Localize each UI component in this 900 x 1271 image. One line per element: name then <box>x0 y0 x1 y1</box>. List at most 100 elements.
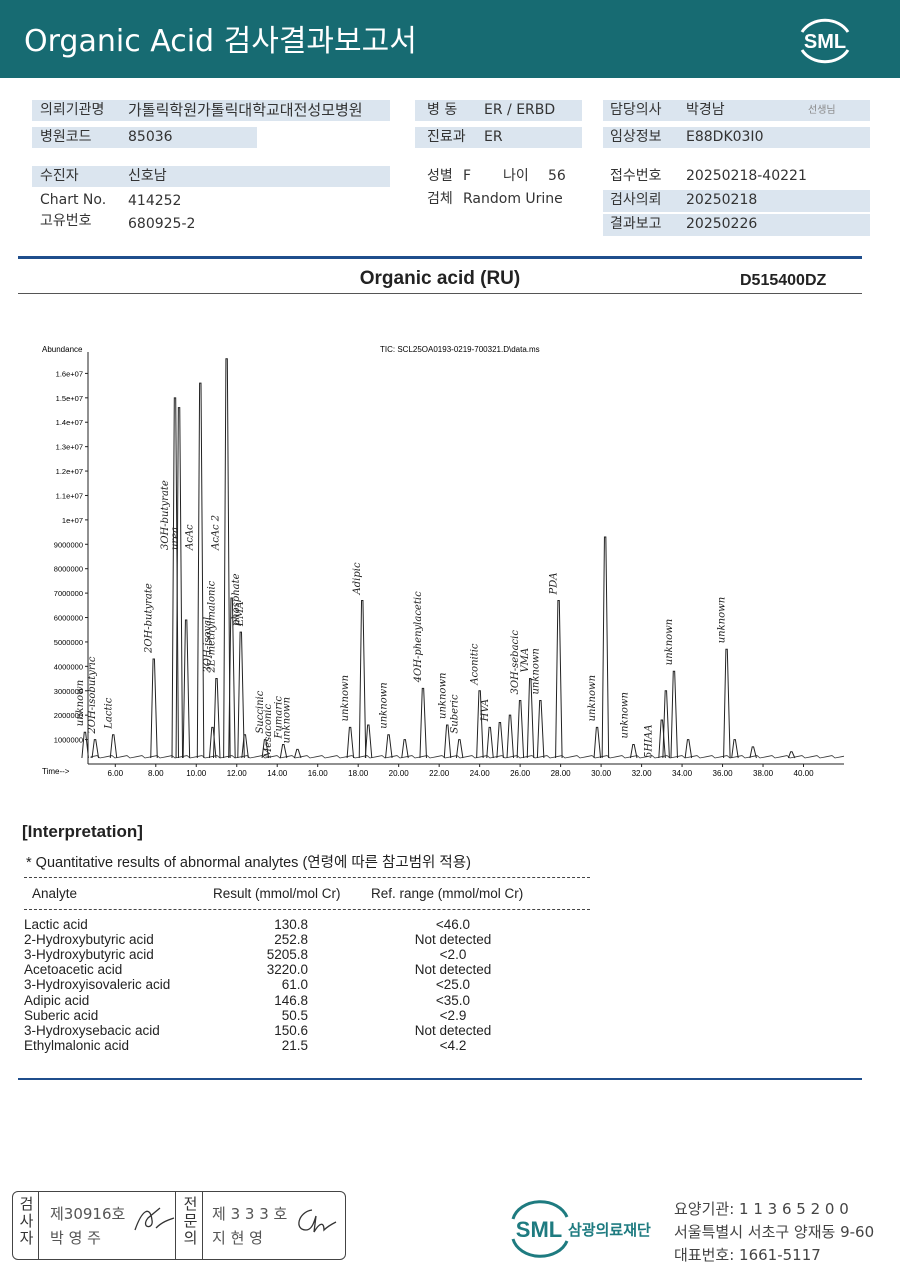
annotation: 3OH-sebacic <box>510 630 521 695</box>
annotation: Succinic <box>255 690 266 733</box>
peak <box>526 678 535 759</box>
peak <box>293 748 302 759</box>
annotation: VMA <box>520 648 531 673</box>
result: 150.6 <box>274 1022 308 1038</box>
x-tick-label: 16.00 <box>308 769 329 778</box>
peak <box>261 739 270 759</box>
annotation: 2OH-isobutyric <box>87 656 98 734</box>
field-label: 결과보고 <box>610 216 662 232</box>
specialist-no: 제 3 3 3 호 <box>212 1205 288 1223</box>
annotation: Lactic <box>103 697 114 729</box>
peak <box>358 599 367 759</box>
field-label: 임상정보 <box>610 129 662 145</box>
y-tick-label: 1.6e+07 <box>56 369 83 378</box>
field-label: 나이 <box>503 168 529 184</box>
annotation: unknown <box>437 673 448 719</box>
field-value: F <box>463 168 472 184</box>
peak <box>91 739 100 759</box>
y-tick-label: 1.1e+07 <box>56 491 83 500</box>
result: 21.5 <box>281 1037 308 1053</box>
annotation: unknown <box>587 675 598 721</box>
specialist-label: 전문의 <box>181 1196 199 1247</box>
analyte: 2-Hydroxybutyric acid <box>24 932 154 948</box>
analyte: Acetoacetic acid <box>24 962 123 978</box>
info-box <box>603 190 870 212</box>
peak <box>279 743 288 759</box>
ref-range: <35.0 <box>435 992 471 1008</box>
info-box <box>415 127 582 148</box>
annotation: PDA <box>549 572 560 595</box>
annotation: unknown <box>530 648 541 694</box>
ref-range: <25.0 <box>435 977 471 993</box>
info-box <box>32 127 257 148</box>
col-header: Ref. range (mmol/mol Cr) <box>371 886 524 901</box>
logo-text: SML <box>516 1217 562 1242</box>
field-value: ER <box>484 129 503 145</box>
x-tick-label: 32.00 <box>632 769 653 778</box>
x-tick-label: 20.00 <box>389 769 410 778</box>
annotation: unknown <box>717 597 728 643</box>
field-label: 성별 <box>427 168 453 184</box>
peak <box>150 658 158 759</box>
y-tick-label: 4000000 <box>54 662 83 671</box>
field-label: 검사의뢰 <box>610 192 662 208</box>
annotation: 3OH-isoval <box>202 617 213 673</box>
peak <box>237 631 245 759</box>
annotation: AcAc <box>184 524 195 551</box>
divider <box>38 1191 39 1260</box>
section-rule <box>18 1078 862 1080</box>
peak <box>443 724 452 759</box>
annotation: phosphate <box>231 573 242 626</box>
signature-box <box>12 1191 346 1260</box>
peak <box>536 700 545 759</box>
field-value: 20250226 <box>686 216 758 232</box>
ref-range: Not detected <box>414 962 492 978</box>
result: 130.8 <box>274 917 308 932</box>
field-label: 고유번호 <box>40 213 92 229</box>
annotation: 4OH-phenylacetic <box>413 591 424 683</box>
x-tick-label: 36.00 <box>713 769 734 778</box>
peak <box>555 599 563 759</box>
y-tick-label: 1000000 <box>54 736 83 745</box>
ref-range: <46.0 <box>435 917 471 932</box>
peak <box>182 619 191 759</box>
annotation: unknown <box>379 682 390 728</box>
field-label: 진료과 <box>427 129 466 145</box>
field-value: 56 <box>548 168 566 184</box>
org-name: 삼광의료재단 <box>568 1221 651 1239</box>
peak <box>346 726 355 759</box>
peak <box>196 382 205 759</box>
analyte: 3-Hydroxyisovaleric acid <box>24 977 171 993</box>
x-tick-label: 24.00 <box>470 769 491 778</box>
field-label: 병 동 <box>427 102 458 118</box>
analyte: Adipic acid <box>24 992 90 1008</box>
peak <box>175 407 184 759</box>
y-tick-label: 1.5e+07 <box>56 394 83 403</box>
col-header: Analyte <box>32 886 78 901</box>
annotation: 3OH-butyrate <box>160 480 171 550</box>
peak <box>749 746 757 759</box>
header-bar <box>0 0 900 78</box>
ref-range: Not detected <box>414 932 492 948</box>
ref-range: <2.9 <box>439 1007 467 1023</box>
result: 3220.0 <box>266 962 308 978</box>
chromatogram-title: TIC: SCL25OA0193-0219-700321.D\data.ms <box>380 345 540 354</box>
y-tick-label: 6000000 <box>54 614 83 623</box>
divider <box>175 1191 176 1260</box>
interp-title: [Interpretation] <box>22 822 143 841</box>
result: 5205.8 <box>266 947 308 963</box>
x-axis-label: Time--> <box>42 767 70 776</box>
result: 50.5 <box>281 1007 308 1023</box>
x-tick-label: 30.00 <box>591 769 612 778</box>
annotation: Fumaric <box>273 696 284 740</box>
section-rule <box>18 256 862 259</box>
field-value: 414252 <box>128 193 182 209</box>
y-tick-label: 8000000 <box>54 565 83 574</box>
peak <box>419 687 427 759</box>
annotation: urea <box>170 527 181 550</box>
y-axis-label: Abundance <box>42 345 83 354</box>
field-value: 20250218 <box>686 192 758 208</box>
peak <box>723 648 731 759</box>
logo-text: SML <box>804 31 846 53</box>
